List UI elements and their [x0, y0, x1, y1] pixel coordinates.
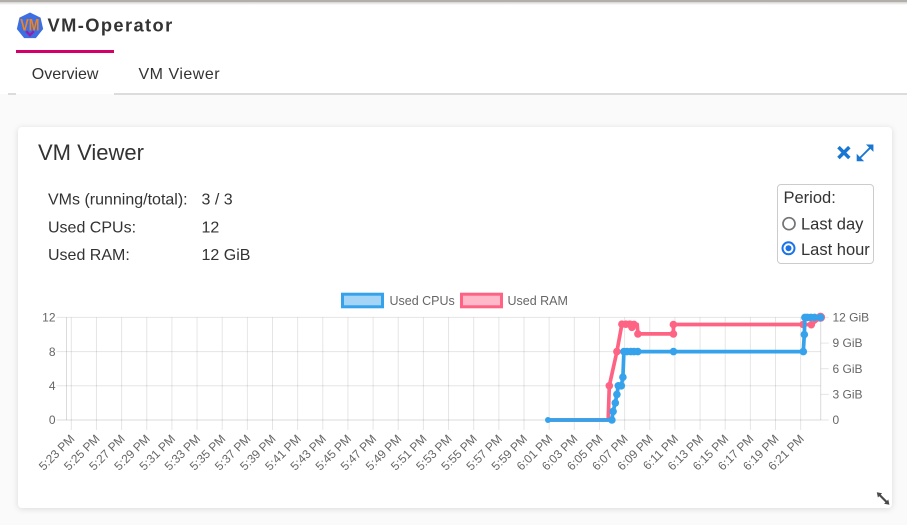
svg-text:0: 0 — [833, 413, 840, 427]
svg-text:Period:: Period: — [784, 189, 836, 207]
svg-text:12: 12 — [202, 219, 220, 236]
svg-text:9 GiB: 9 GiB — [833, 336, 863, 350]
svg-text:Used CPUs:: Used CPUs: — [48, 219, 136, 236]
svg-text:VM: VM — [20, 16, 39, 34]
svg-text:3 / 3: 3 / 3 — [202, 192, 233, 209]
svg-text:12: 12 — [42, 311, 56, 325]
svg-text:Used CPUs: Used CPUs — [390, 294, 455, 308]
svg-text:4: 4 — [49, 379, 56, 393]
svg-text:3 GiB: 3 GiB — [833, 388, 863, 402]
svg-text:Last hour: Last hour — [801, 241, 870, 259]
svg-text:VM Viewer: VM Viewer — [139, 66, 221, 83]
svg-text:VM-Operator: VM-Operator — [48, 14, 174, 35]
svg-text:VM Viewer: VM Viewer — [38, 140, 144, 165]
svg-text:Used RAM: Used RAM — [508, 294, 568, 308]
svg-text:12 GiB: 12 GiB — [202, 247, 251, 264]
svg-text:12 GiB: 12 GiB — [833, 311, 870, 325]
svg-text:VMs (running/total):: VMs (running/total): — [48, 192, 188, 209]
svg-text:Used RAM:: Used RAM: — [48, 247, 130, 264]
svg-text:0: 0 — [49, 413, 56, 427]
svg-text:6 GiB: 6 GiB — [833, 362, 863, 376]
svg-text:8: 8 — [49, 345, 56, 359]
svg-text:Overview: Overview — [32, 66, 99, 83]
svg-text:Last day: Last day — [801, 216, 864, 234]
